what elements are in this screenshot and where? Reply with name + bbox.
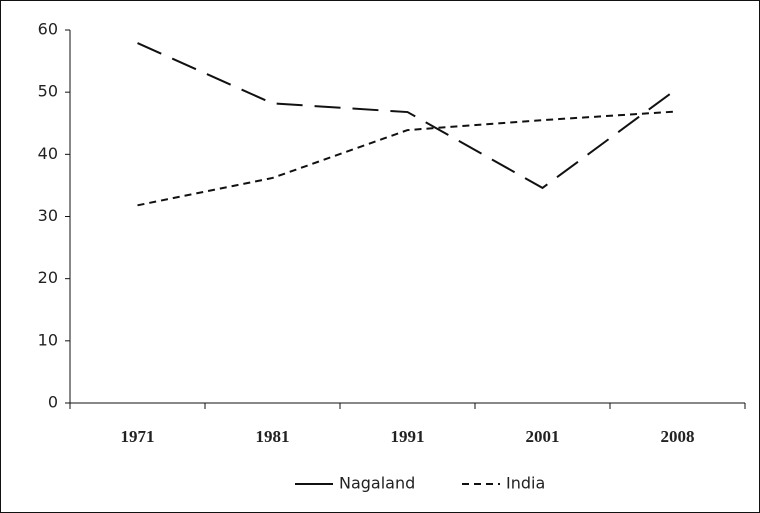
x-tick-label: 1981 (256, 427, 290, 446)
legend-label: India (506, 474, 545, 493)
x-tick-label: 2001 (526, 427, 560, 446)
y-tick-label: 20 (38, 268, 58, 287)
y-tick-label: 50 (38, 82, 58, 101)
y-tick-label: 30 (38, 206, 58, 225)
y-tick-label: 40 (38, 144, 58, 163)
y-tick-label: 60 (38, 20, 58, 39)
y-tick-label: 10 (38, 330, 58, 349)
legend-label: Nagaland (339, 474, 415, 493)
y-tick-label: 0 (48, 393, 58, 412)
x-tick-label: 2008 (661, 427, 695, 446)
series-line (137, 42, 679, 190)
series-line (137, 110, 678, 207)
x-tick-label: 1971 (121, 427, 155, 446)
x-tick-label: 1991 (391, 427, 425, 446)
